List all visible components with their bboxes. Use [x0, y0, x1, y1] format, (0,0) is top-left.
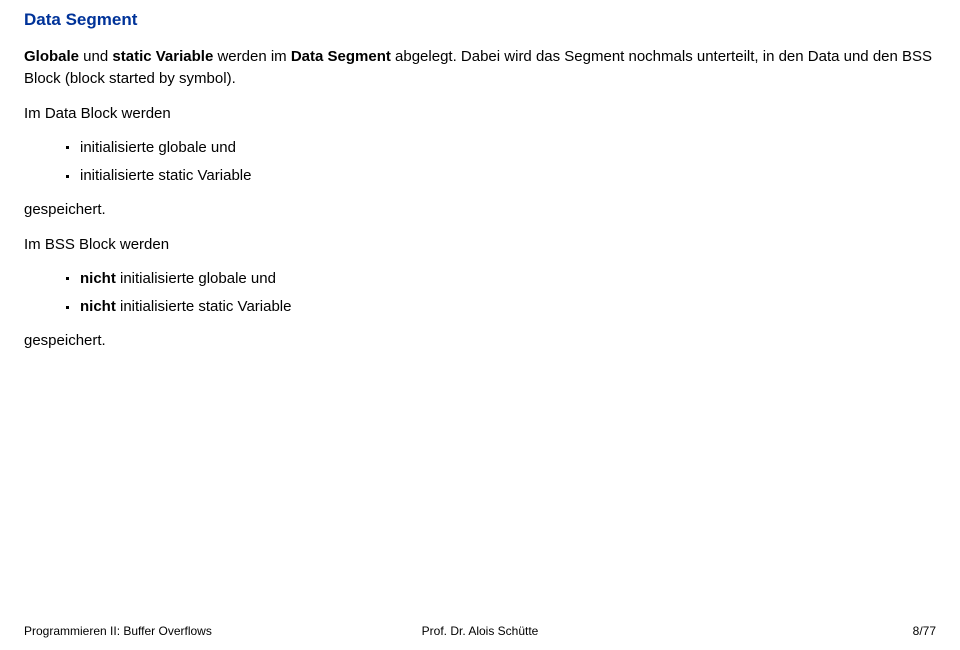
lead-bold-3: Data Segment [291, 48, 391, 65]
slide-title: Data Segment [24, 10, 936, 30]
list-bss-block: nicht initialisierte globale und nicht i… [24, 269, 936, 318]
lead-text-1: und [79, 48, 112, 65]
lead-bold-1: Globale [24, 48, 79, 65]
list-item: initialisierte static Variable [24, 166, 936, 186]
footer-center: Prof. Dr. Alois Schütte [422, 624, 539, 638]
list-item-bold: nicht [80, 270, 116, 287]
para-data-block: Im Data Block werden [24, 104, 936, 124]
list-data-block: initialisierte globale und initialisiert… [24, 138, 936, 187]
list-item-rest: initialisierte static Variable [116, 298, 292, 315]
para-stored-1: gespeichert. [24, 200, 936, 220]
lead-text-2: werden im [213, 48, 291, 65]
list-item: nicht initialisierte static Variable [24, 297, 936, 317]
lead-bold-2: static Variable [112, 48, 213, 65]
para-stored-2: gespeichert. [24, 331, 936, 351]
footer: Programmieren II: Buffer Overflows Prof.… [0, 624, 960, 638]
para-bss-block: Im BSS Block werden [24, 235, 936, 255]
list-item: nicht initialisierte globale und [24, 269, 936, 289]
slide-page: Data Segment Globale und static Variable… [0, 0, 960, 650]
list-item-bold: nicht [80, 298, 116, 315]
list-item-rest: initialisierte globale und [116, 270, 276, 287]
footer-right: 8/77 [913, 624, 936, 638]
footer-left: Programmieren II: Buffer Overflows [24, 624, 212, 638]
list-item: initialisierte globale und [24, 138, 936, 158]
lead-paragraph: Globale und static Variable werden im Da… [24, 46, 936, 90]
